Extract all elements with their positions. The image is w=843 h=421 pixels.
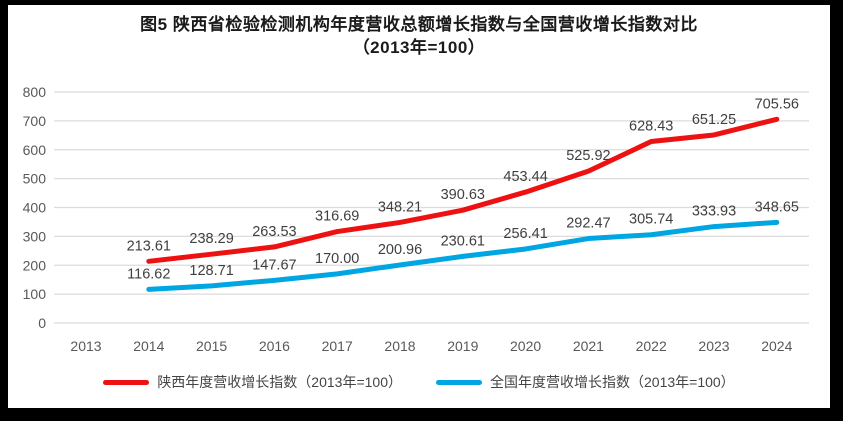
data-label: 525.92: [566, 148, 610, 164]
x-tick-label: 2017: [322, 338, 353, 354]
data-label: 147.67: [252, 257, 296, 273]
x-tick-label: 2015: [196, 338, 227, 354]
legend-line-swatch-national: [436, 379, 482, 385]
chart-title-line2: （2013年=100）: [352, 38, 486, 57]
data-label: 213.61: [127, 238, 171, 254]
y-tick-label: 300: [23, 228, 47, 244]
x-tick-label: 2022: [636, 338, 667, 354]
y-tick-label: 0: [38, 315, 46, 331]
chart-canvas: 图5 陕西省检验检测机构年度营收总额增长指数与全国营收增长指数对比 （2013年…: [8, 5, 830, 408]
data-label: 128.71: [189, 263, 233, 279]
data-label: 348.21: [378, 199, 422, 215]
legend-label-shaanxi: 陕西年度营收增长指数（2013年=100）: [157, 374, 402, 390]
x-tick-label: 2021: [573, 338, 604, 354]
y-tick-label: 200: [23, 257, 47, 273]
data-label: 348.65: [755, 199, 799, 215]
data-label: 116.62: [127, 266, 170, 282]
chart-legend: 陕西年度营收增长指数（2013年=100） 全国年度营收增长指数（2013年=1…: [8, 371, 830, 393]
x-tick-label: 2014: [133, 338, 164, 354]
data-label: 305.74: [629, 212, 673, 228]
data-label: 238.29: [189, 231, 233, 247]
data-label: 256.41: [503, 226, 547, 242]
data-label: 705.56: [755, 96, 799, 112]
x-tick-label: 2024: [761, 338, 792, 354]
data-label: 390.63: [441, 187, 485, 203]
data-label: 292.47: [566, 216, 610, 232]
x-tick-label: 2013: [70, 338, 101, 354]
x-tick-label: 2018: [384, 338, 415, 354]
legend-line-swatch-shaanxi: [103, 379, 150, 385]
data-label: 453.44: [503, 169, 547, 185]
series-line-0: [146, 116, 780, 264]
x-tick-label: 2020: [510, 338, 541, 354]
data-label: 333.93: [692, 204, 736, 220]
data-label: 651.25: [692, 112, 736, 128]
y-tick-label: 600: [23, 142, 47, 158]
x-tick-label: 2016: [259, 338, 290, 354]
data-label: 628.43: [629, 119, 673, 135]
legend-item-national: 全国年度营收增长指数（2013年=100）: [436, 372, 735, 392]
x-tick-label: 2023: [698, 338, 729, 354]
chart-title-line1: 图5 陕西省检验检测机构年度营收总额增长指数与全国营收增长指数对比: [140, 15, 698, 34]
y-tick-label: 100: [23, 286, 47, 302]
data-label: 170.00: [315, 251, 359, 267]
x-tick-label: 2019: [447, 338, 478, 354]
data-label: 230.61: [441, 233, 485, 249]
line-chart-plot: 0 100 200 300 400 500 600 700 800 2013 2014 2015 201…: [23, 84, 809, 354]
data-label: 316.69: [315, 209, 359, 225]
chart-title: 图5 陕西省检验检测机构年度营收总额增长指数与全国营收增长指数对比 （2013年…: [8, 13, 830, 59]
series-line-1: [146, 219, 780, 292]
y-tick-label: 400: [23, 200, 47, 216]
y-tick-label: 800: [23, 84, 47, 100]
legend-item-shaanxi: 陕西年度营收增长指数（2013年=100）: [103, 372, 402, 392]
data-label: 263.53: [252, 224, 296, 240]
y-tick-label: 500: [23, 171, 47, 187]
y-tick-label: 700: [23, 113, 47, 129]
data-label: 200.96: [378, 242, 422, 258]
legend-label-national: 全国年度营收增长指数（2013年=100）: [490, 374, 735, 390]
